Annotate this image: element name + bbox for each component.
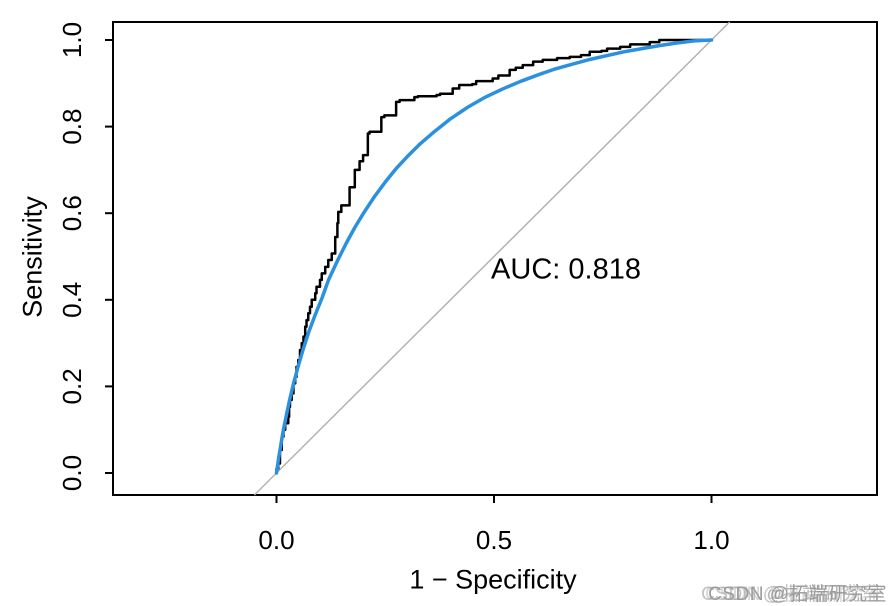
watermark: CSDN @拓端研究室 [708, 584, 887, 605]
y-tick-label: 1.0 [57, 22, 87, 58]
y-tick-label: 0.2 [57, 368, 87, 404]
y-tick-label: 0.8 [57, 109, 87, 145]
x-tick-label: 1.0 [693, 525, 729, 555]
x-tick-label: 0.0 [258, 525, 294, 555]
diagonal-reference-line [253, 21, 731, 496]
auc-annotation: AUC: 0.818 [491, 253, 641, 286]
y-tick-label: 0.4 [57, 282, 87, 318]
x-axis-title: 1 − Specificity [409, 564, 577, 595]
y-tick-label: 0.0 [57, 455, 87, 491]
y-tick-label: 0.6 [57, 195, 87, 231]
smooth-roc-curve [274, 38, 714, 475]
x-tick-label: 0.5 [476, 525, 512, 555]
y-axis-title: Sensitivity [17, 196, 48, 318]
